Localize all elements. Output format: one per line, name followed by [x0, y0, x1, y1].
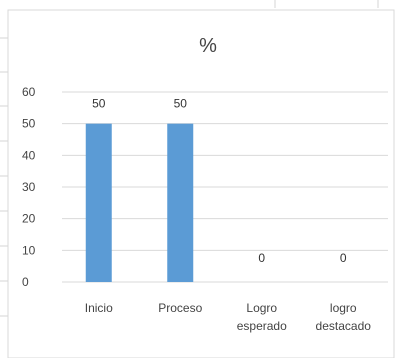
x-category-label: destacado: [316, 319, 372, 333]
y-tick-label: 50: [22, 117, 36, 131]
data-label: 50: [174, 97, 188, 111]
x-axis-categories: Inicio Proceso Logro esperado logro destacado: [85, 301, 372, 333]
y-axis-ticks: 0 10 20 30 40 50 60: [22, 85, 36, 289]
bars: [85, 123, 194, 283]
y-tick-label: 20: [22, 212, 36, 226]
data-label: 50: [92, 97, 106, 111]
data-labels: 50 50 0 0: [92, 97, 347, 265]
x-category-label: Logro: [246, 301, 277, 315]
data-label: 0: [340, 251, 347, 265]
chart-area: [7, 9, 395, 358]
x-category-label: Inicio: [85, 301, 113, 315]
y-tick-label: 30: [22, 180, 36, 194]
y-tick-label: 0: [22, 275, 29, 289]
data-label: 0: [258, 251, 265, 265]
chart-title: %: [199, 35, 217, 57]
bar: [85, 123, 112, 283]
y-tick-label: 10: [22, 243, 36, 257]
x-category-label: Proceso: [158, 301, 202, 315]
gridlines: [62, 91, 388, 283]
y-tick-label: 40: [22, 148, 36, 162]
bar: [167, 123, 194, 283]
x-category-label: esperado: [237, 319, 287, 333]
y-tick-label: 60: [22, 85, 36, 99]
x-category-label: logro: [330, 301, 357, 315]
